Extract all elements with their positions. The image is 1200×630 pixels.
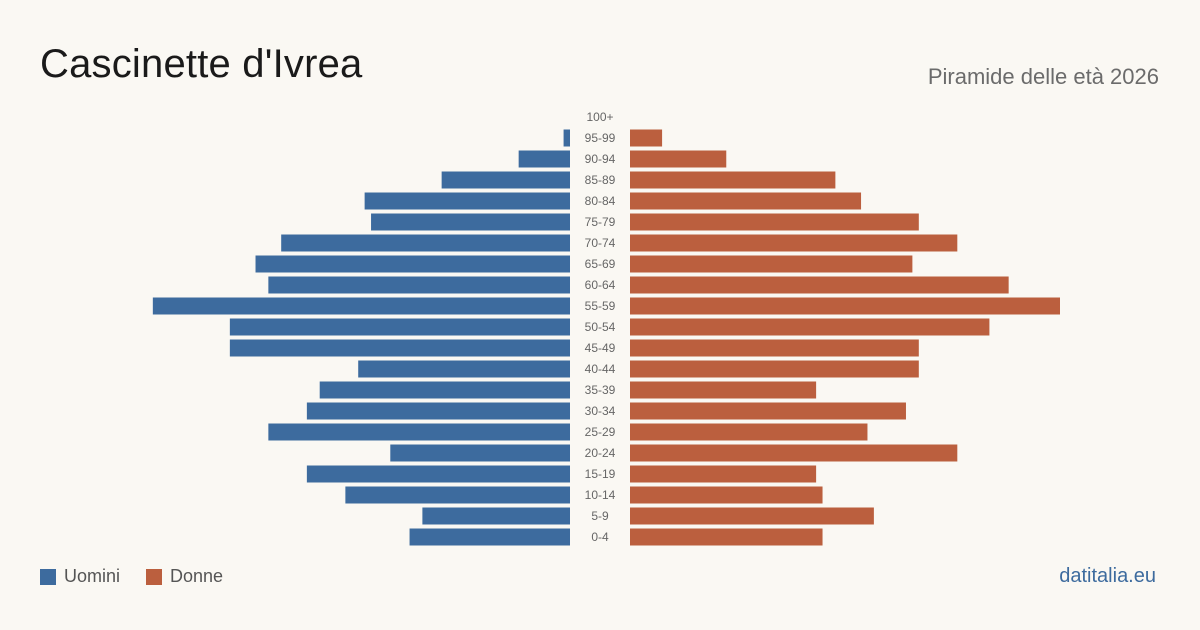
age-label: 0-4	[591, 530, 609, 544]
chart-subtitle: Piramide delle età 2026	[927, 64, 1159, 89]
bar-female	[630, 528, 823, 546]
bar-male	[345, 486, 570, 504]
bar-female	[630, 486, 823, 504]
legend: Uomini Donne	[40, 566, 249, 587]
bar-female	[630, 192, 862, 210]
age-label: 10-14	[585, 488, 616, 502]
bar-female	[630, 234, 958, 252]
legend-item-female: Donne	[146, 566, 223, 587]
bar-male	[563, 129, 570, 147]
bar-male	[390, 444, 570, 462]
bar-male	[281, 234, 570, 252]
bar-female	[630, 360, 919, 378]
age-label: 60-64	[585, 278, 616, 292]
age-label: 30-34	[585, 404, 616, 418]
bar-male	[306, 402, 570, 420]
bar-female	[630, 129, 663, 147]
brand-link[interactable]: datitalia.eu	[1059, 565, 1156, 587]
bar-female	[630, 171, 836, 189]
bar-male	[229, 339, 570, 357]
age-label: 45-49	[585, 341, 616, 355]
age-label: 15-19	[585, 467, 616, 481]
bar-female	[630, 423, 868, 441]
legend-swatch-male	[40, 568, 56, 585]
bar-female	[630, 297, 1060, 315]
age-label: 95-99	[585, 131, 616, 145]
age-label: 90-94	[585, 152, 616, 166]
age-label: 35-39	[585, 383, 616, 397]
age-label: 75-79	[585, 215, 616, 229]
bar-male	[441, 171, 570, 189]
age-label: 50-54	[585, 320, 616, 334]
bar-female	[630, 276, 1009, 294]
age-label: 25-29	[585, 425, 616, 439]
bar-female	[630, 339, 919, 357]
bar-female	[630, 507, 874, 525]
bar-female	[630, 150, 727, 168]
age-label: 40-44	[585, 362, 616, 376]
bar-male	[422, 507, 570, 525]
legend-label-female: Donne	[170, 566, 224, 586]
legend-label-male: Uomini	[64, 566, 121, 586]
bar-female	[630, 213, 919, 231]
age-label: 20-24	[585, 446, 616, 460]
bar-female	[630, 465, 817, 483]
bar-male	[319, 381, 570, 399]
bar-female	[630, 318, 990, 336]
bar-female	[630, 402, 906, 420]
bar-male	[152, 297, 570, 315]
age-label: 100+	[586, 110, 613, 124]
bar-male	[229, 318, 570, 336]
age-label: 70-74	[585, 236, 616, 250]
age-label: 5-9	[591, 509, 609, 523]
bar-male	[306, 465, 570, 483]
bar-male	[268, 423, 570, 441]
bar-male	[268, 276, 570, 294]
bar-female	[630, 255, 913, 273]
bar-male	[364, 192, 570, 210]
bar-female	[630, 381, 817, 399]
age-label: 65-69	[585, 257, 616, 271]
legend-item-male: Uomini	[40, 566, 120, 587]
bar-male	[358, 360, 570, 378]
age-label: 85-89	[585, 173, 616, 187]
bar-male	[255, 255, 570, 273]
age-label: 55-59	[585, 299, 616, 313]
age-label: 80-84	[585, 194, 616, 208]
bar-female	[630, 444, 958, 462]
bar-male	[518, 150, 570, 168]
bar-male	[409, 528, 570, 546]
chart-title: Cascinette d'Ivrea	[40, 42, 363, 86]
legend-swatch-female	[146, 568, 163, 585]
bar-male	[371, 213, 570, 231]
